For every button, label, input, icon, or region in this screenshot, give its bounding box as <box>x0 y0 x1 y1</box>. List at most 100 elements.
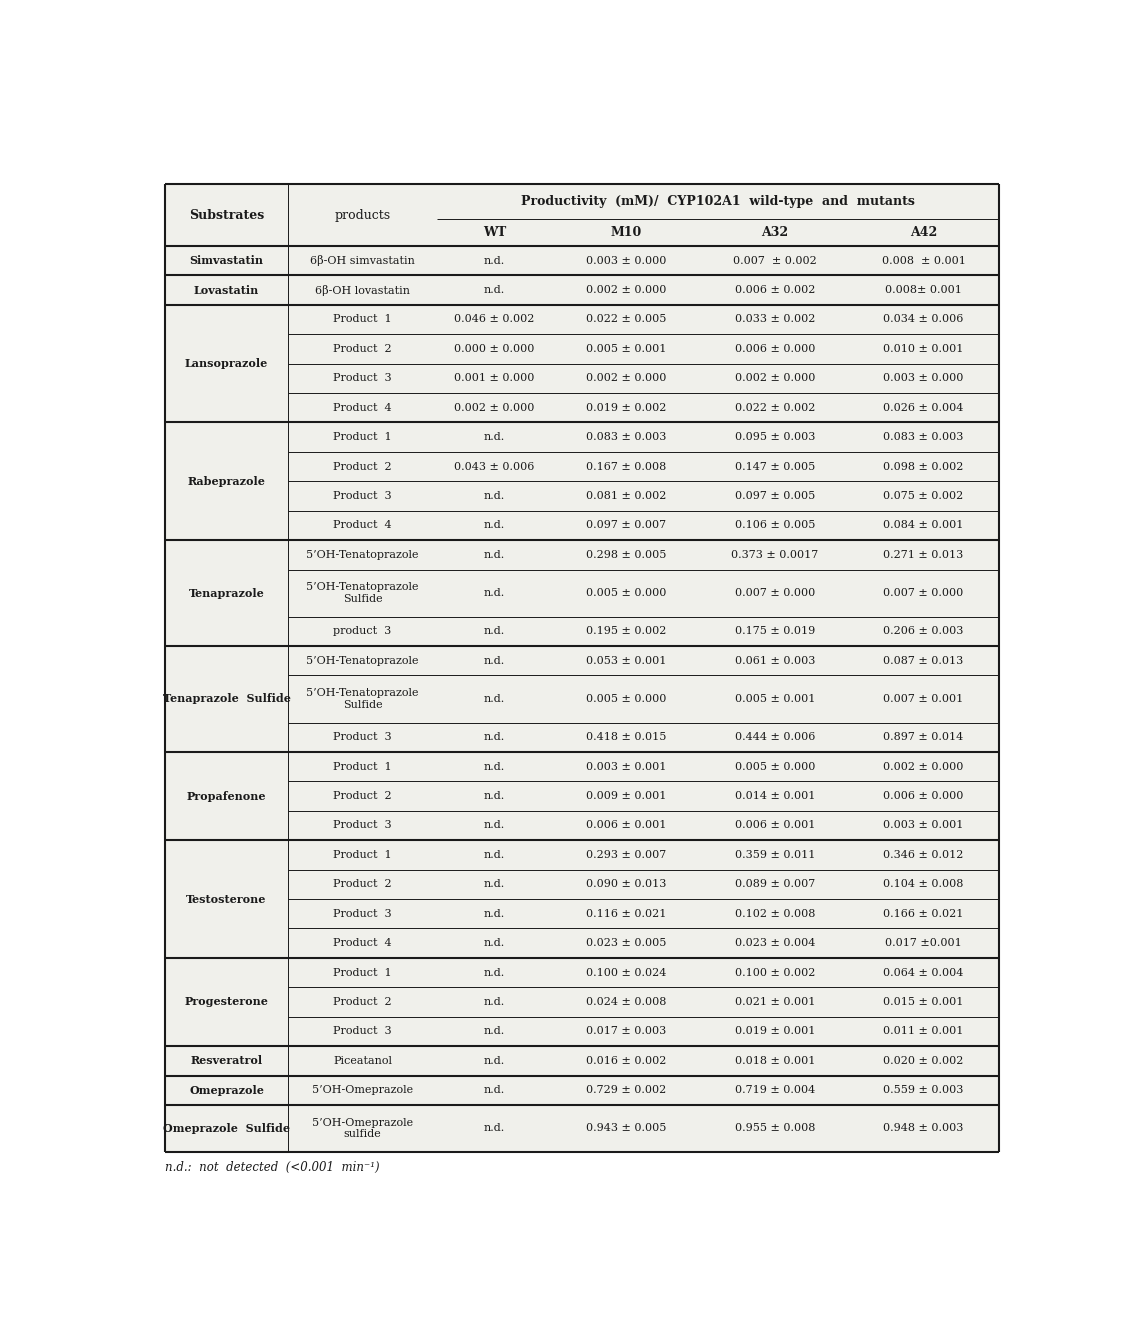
Text: n.d.: n.d. <box>483 733 505 742</box>
Text: n.d.: n.d. <box>483 762 505 772</box>
Text: Product  3: Product 3 <box>333 733 392 742</box>
Text: 0.053 ± 0.001: 0.053 ± 0.001 <box>586 656 667 666</box>
Text: Product  4: Product 4 <box>333 938 392 949</box>
Text: n.d.: n.d. <box>483 1123 505 1134</box>
Text: 0.014 ± 0.001: 0.014 ± 0.001 <box>735 790 815 801</box>
Text: 0.084 ± 0.001: 0.084 ± 0.001 <box>883 521 963 530</box>
Text: 0.006 ± 0.000: 0.006 ± 0.000 <box>883 790 963 801</box>
Text: Lovastatin: Lovastatin <box>194 285 259 295</box>
Text: n.d.: n.d. <box>483 255 505 266</box>
Text: Product  3: Product 3 <box>333 491 392 501</box>
Text: 0.006 ± 0.000: 0.006 ± 0.000 <box>735 344 815 354</box>
Text: 6β-OH simvastatin: 6β-OH simvastatin <box>310 255 415 266</box>
Text: 0.175 ± 0.019: 0.175 ± 0.019 <box>735 627 815 636</box>
Text: 0.064 ± 0.004: 0.064 ± 0.004 <box>883 968 963 977</box>
Text: 0.943 ± 0.005: 0.943 ± 0.005 <box>586 1123 667 1134</box>
Text: 0.026 ± 0.004: 0.026 ± 0.004 <box>883 403 963 413</box>
Text: product  3: product 3 <box>334 627 392 636</box>
Text: 0.017 ± 0.003: 0.017 ± 0.003 <box>586 1027 667 1036</box>
Text: 0.000 ± 0.000: 0.000 ± 0.000 <box>454 344 534 354</box>
Text: A42: A42 <box>910 227 937 239</box>
Text: Product  1: Product 1 <box>333 968 392 977</box>
Text: 0.002 ± 0.000: 0.002 ± 0.000 <box>586 373 667 384</box>
Text: 0.359 ± 0.011: 0.359 ± 0.011 <box>735 849 815 860</box>
Text: 0.897 ± 0.014: 0.897 ± 0.014 <box>883 733 963 742</box>
Text: 0.011 ± 0.001: 0.011 ± 0.001 <box>883 1027 963 1036</box>
Text: Product  2: Product 2 <box>333 344 392 354</box>
Text: 0.033 ± 0.002: 0.033 ± 0.002 <box>735 314 815 325</box>
Text: Tenaprazole: Tenaprazole <box>189 588 265 599</box>
Text: 0.116 ± 0.021: 0.116 ± 0.021 <box>586 909 667 919</box>
Text: 0.006 ± 0.001: 0.006 ± 0.001 <box>586 820 667 831</box>
Text: n.d.: n.d. <box>483 432 505 442</box>
Text: 0.015 ± 0.001: 0.015 ± 0.001 <box>883 997 963 1006</box>
Text: 0.373 ± 0.0017: 0.373 ± 0.0017 <box>731 550 818 560</box>
Text: 0.002 ± 0.000: 0.002 ± 0.000 <box>586 285 667 295</box>
Text: Resveratrol: Resveratrol <box>190 1055 263 1067</box>
Text: Product  2: Product 2 <box>333 879 392 890</box>
Text: n.d.: n.d. <box>483 1086 505 1095</box>
Text: 0.018 ± 0.001: 0.018 ± 0.001 <box>735 1056 815 1066</box>
Text: 0.005 ± 0.000: 0.005 ± 0.000 <box>735 762 815 772</box>
Text: Rabeprazole: Rabeprazole <box>188 476 265 487</box>
Text: 0.418 ± 0.015: 0.418 ± 0.015 <box>586 733 667 742</box>
Text: n.d.: n.d. <box>483 1056 505 1066</box>
Text: n.d.: n.d. <box>483 879 505 890</box>
Text: A32: A32 <box>762 227 789 239</box>
Text: 0.729 ± 0.002: 0.729 ± 0.002 <box>586 1086 667 1095</box>
Text: 0.147 ± 0.005: 0.147 ± 0.005 <box>735 462 815 471</box>
Text: 0.007 ± 0.001: 0.007 ± 0.001 <box>883 694 963 705</box>
Text: 0.022 ± 0.005: 0.022 ± 0.005 <box>586 314 667 325</box>
Text: 0.019 ± 0.002: 0.019 ± 0.002 <box>586 403 667 413</box>
Text: Simvastatin: Simvastatin <box>189 255 264 266</box>
Text: Product  3: Product 3 <box>333 909 392 919</box>
Text: n.d.: n.d. <box>483 790 505 801</box>
Text: 5’OH-Omeprazole: 5’OH-Omeprazole <box>312 1086 413 1095</box>
Text: 0.087 ± 0.013: 0.087 ± 0.013 <box>883 656 963 666</box>
Text: Product  1: Product 1 <box>333 849 392 860</box>
Text: n.d.: n.d. <box>483 491 505 501</box>
Text: Product  2: Product 2 <box>333 790 392 801</box>
Text: 0.003 ± 0.001: 0.003 ± 0.001 <box>586 762 667 772</box>
Text: 0.019 ± 0.001: 0.019 ± 0.001 <box>735 1027 815 1036</box>
Text: 0.023 ± 0.004: 0.023 ± 0.004 <box>735 938 815 949</box>
Text: 0.005 ± 0.000: 0.005 ± 0.000 <box>586 588 667 599</box>
Text: Lansoprazole: Lansoprazole <box>185 358 268 369</box>
Text: Progesterone: Progesterone <box>185 997 268 1008</box>
Text: 0.298 ± 0.005: 0.298 ± 0.005 <box>586 550 667 560</box>
Text: n.d.: n.d. <box>483 968 505 977</box>
Text: 0.719 ± 0.004: 0.719 ± 0.004 <box>735 1086 815 1095</box>
Text: 5’OH-Tenatoprazole
Sulfide: 5’OH-Tenatoprazole Sulfide <box>307 582 419 604</box>
Text: 0.948 ± 0.003: 0.948 ± 0.003 <box>883 1123 963 1134</box>
Text: 6β-OH lovastatin: 6β-OH lovastatin <box>315 285 410 295</box>
Text: n.d.: n.d. <box>483 997 505 1006</box>
Text: 0.003 ± 0.001: 0.003 ± 0.001 <box>883 820 963 831</box>
Text: Testosterone: Testosterone <box>187 894 267 905</box>
Text: Product  3: Product 3 <box>333 373 392 384</box>
Text: 0.021 ± 0.001: 0.021 ± 0.001 <box>735 997 815 1006</box>
Text: 0.034 ± 0.006: 0.034 ± 0.006 <box>883 314 963 325</box>
Text: n.d.: n.d. <box>483 656 505 666</box>
Text: 0.061 ± 0.003: 0.061 ± 0.003 <box>735 656 815 666</box>
Text: 0.002 ± 0.000: 0.002 ± 0.000 <box>735 373 815 384</box>
Text: 5’OH-Tenatoprazole: 5’OH-Tenatoprazole <box>307 656 419 666</box>
Text: 0.003 ± 0.000: 0.003 ± 0.000 <box>586 255 667 266</box>
Text: 0.075 ± 0.002: 0.075 ± 0.002 <box>883 491 963 501</box>
Text: Product  3: Product 3 <box>333 1027 392 1036</box>
Text: 0.023 ± 0.005: 0.023 ± 0.005 <box>586 938 667 949</box>
Text: 5’OH-Tenatoprazole
Sulfide: 5’OH-Tenatoprazole Sulfide <box>307 688 419 710</box>
Text: 0.100 ± 0.024: 0.100 ± 0.024 <box>586 968 667 977</box>
Text: 0.083 ± 0.003: 0.083 ± 0.003 <box>883 432 963 442</box>
Text: 0.102 ± 0.008: 0.102 ± 0.008 <box>735 909 815 919</box>
Text: 0.017 ±0.001: 0.017 ±0.001 <box>885 938 962 949</box>
Text: n.d.: n.d. <box>483 694 505 705</box>
Text: products: products <box>334 208 391 221</box>
Text: Piceatanol: Piceatanol <box>333 1056 392 1066</box>
Text: 0.100 ± 0.002: 0.100 ± 0.002 <box>735 968 815 977</box>
Text: 0.098 ± 0.002: 0.098 ± 0.002 <box>883 462 963 471</box>
Text: 0.090 ± 0.013: 0.090 ± 0.013 <box>586 879 667 890</box>
Text: n.d.: n.d. <box>483 627 505 636</box>
Text: Product  1: Product 1 <box>333 762 392 772</box>
Text: 0.104 ± 0.008: 0.104 ± 0.008 <box>883 879 963 890</box>
Text: Product  1: Product 1 <box>333 432 392 442</box>
